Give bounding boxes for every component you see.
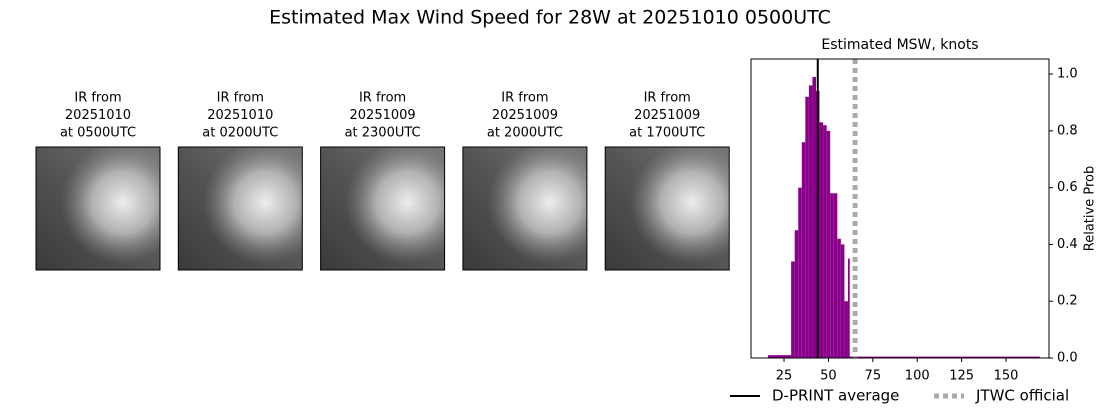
y-tick-label: 0.0	[1057, 351, 1078, 366]
panel-label: 20251009	[350, 108, 416, 123]
bar	[837, 238, 841, 358]
ir-frame	[604, 146, 730, 271]
bar	[805, 96, 809, 358]
bar	[847, 258, 850, 358]
panel-label: at 2000UTC	[487, 126, 563, 141]
x-tick-label: 75	[865, 369, 882, 384]
panel-label: at 0200UTC	[202, 126, 278, 141]
panel-label: at 2300UTC	[345, 126, 421, 141]
bar	[768, 355, 792, 358]
panel-label: 20251009	[634, 108, 700, 123]
panel-label: IR from	[359, 91, 406, 106]
page-title: Estimated Max Wind Speed for 28W at 2025…	[269, 7, 831, 29]
x-tick-label: 150	[994, 369, 1019, 384]
panel-label: 20251009	[492, 108, 558, 123]
ir-frame	[177, 146, 303, 271]
bar	[823, 125, 827, 358]
plot-frame	[750, 58, 1050, 359]
bar	[844, 301, 848, 358]
bar	[791, 261, 795, 358]
bar	[826, 130, 831, 358]
panel-label: IR from	[644, 91, 691, 106]
bar	[808, 85, 813, 358]
bar	[833, 193, 838, 358]
bar	[819, 122, 824, 358]
chart-title: Estimated MSW, knots	[821, 37, 978, 53]
panel-label: at 0500UTC	[60, 126, 136, 141]
bar	[812, 76, 816, 358]
y-axis-label: Relative Prob	[1083, 166, 1098, 251]
panel-label: IR from	[501, 91, 548, 106]
ir-cloud	[178, 147, 303, 270]
legend-label: JTWC official	[975, 387, 1069, 405]
ir-cloud	[605, 147, 730, 270]
x-tick-label: 50	[820, 369, 837, 384]
bar	[794, 230, 799, 358]
panel-label: at 1700UTC	[629, 126, 705, 141]
bar	[801, 142, 806, 358]
ir-frame	[320, 146, 446, 271]
y-tick-label: 0.6	[1057, 180, 1078, 195]
y-tick-label: 1.0	[1057, 67, 1078, 82]
y-tick-label: 0.2	[1057, 294, 1078, 309]
ir-frame	[35, 146, 161, 271]
ir-cloud	[320, 147, 445, 270]
y-tick-label: 0.4	[1057, 237, 1078, 252]
ir-cloud	[462, 147, 587, 270]
x-tick-label: 100	[905, 369, 930, 384]
ir-cloud	[36, 147, 160, 270]
legend-label: D-PRINT average	[772, 387, 899, 405]
panel-label: 20251010	[65, 108, 131, 123]
ir-frame	[462, 146, 588, 271]
y-tick-label: 0.8	[1057, 123, 1078, 138]
histogram-chart: Estimated MSW, knots D-PRINT average JTWC …	[730, 37, 1098, 405]
panel-label: IR from	[74, 91, 121, 106]
x-tick-label: 25	[776, 369, 793, 384]
x-tick-label: 125	[949, 369, 974, 384]
bar	[840, 244, 845, 358]
bar	[830, 193, 834, 358]
panel-label: IR from	[217, 91, 264, 106]
ir-panels: IR from 20251010 at 0500UTC IR from 20251010…	[35, 91, 730, 271]
bar	[798, 187, 802, 358]
panel-label: 20251010	[207, 108, 273, 123]
bar	[849, 356, 1040, 358]
